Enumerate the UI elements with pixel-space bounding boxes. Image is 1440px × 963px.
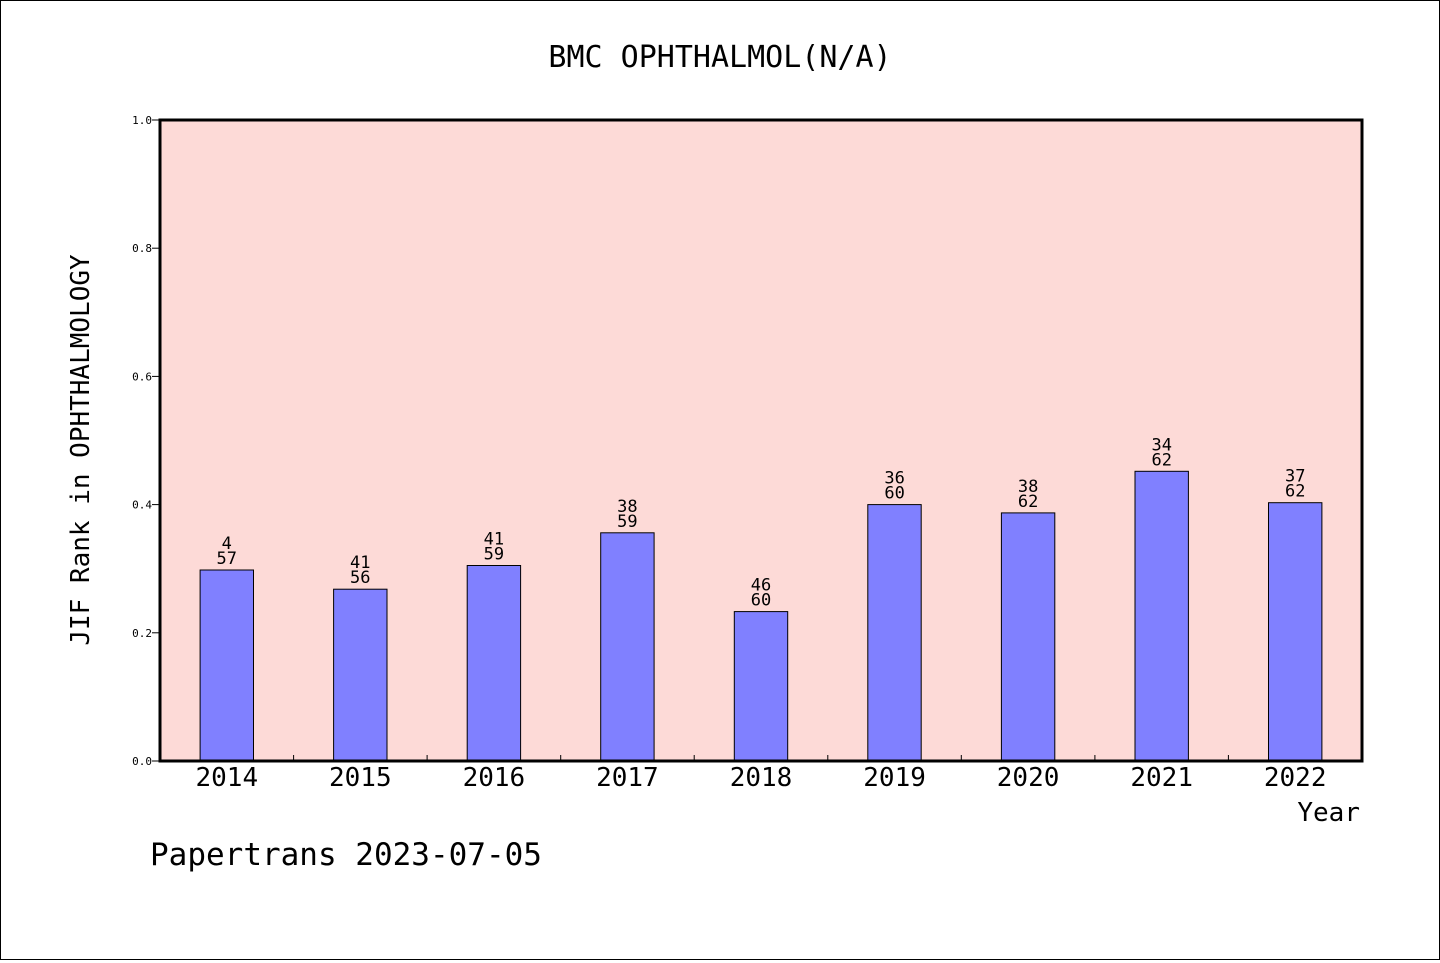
bar-label-total-2019: 60 <box>884 484 904 504</box>
ticks-layer: 2014 2015 2016 2017 2018 2019 2020 2021 2022 0.0 0… <box>132 114 1326 793</box>
bar-label-rank-2021: 34 <box>1151 435 1171 455</box>
plot-frame <box>158 118 1364 763</box>
bar-label-total-2016: 59 <box>484 545 504 565</box>
bar-label-rank-2018: 46 <box>751 576 771 596</box>
x-tick-label-2020: 2020 <box>997 763 1060 793</box>
bar-label-rank-2015: 41 <box>350 553 370 573</box>
y-tick-label-3: 0.6 <box>132 370 152 383</box>
y-tick-label-4: 0.8 <box>132 242 152 255</box>
chart-title: BMC OPHTHALMOL(N/A) <box>548 40 891 75</box>
x-tick-label-2018: 2018 <box>730 763 793 793</box>
x-tick-label-2014: 2014 <box>195 763 258 793</box>
bar-2016 <box>466 565 522 762</box>
y-tick-label-5: 1.0 <box>132 114 152 127</box>
y-tick-label-1: 0.2 <box>132 627 152 640</box>
bar-label-total-2017: 59 <box>617 512 637 532</box>
bar-label-rank-2017: 38 <box>617 497 637 517</box>
x-axis-label: Year <box>1297 798 1360 828</box>
bar-label-rank-2019: 36 <box>884 469 904 489</box>
bar-2022 <box>1268 502 1323 762</box>
bar-label-total-2022: 62 <box>1285 482 1305 502</box>
x-tick-label-2021: 2021 <box>1130 763 1193 793</box>
y-tick-label-2: 0.4 <box>132 499 152 512</box>
bar-label-total-2021: 62 <box>1151 450 1171 470</box>
bar-label-total-2014: 57 <box>217 549 237 569</box>
bar-label-rank-2022: 37 <box>1285 467 1305 487</box>
bar-label-rank-2014: 4 <box>222 534 232 554</box>
x-tick-label-2016: 2016 <box>463 763 526 793</box>
bar-label-rank-2016: 41 <box>484 530 504 550</box>
bar-2014 <box>199 569 255 762</box>
x-tick-label-2022: 2022 <box>1264 763 1327 793</box>
footer-text: Papertrans 2023-07-05 <box>150 837 542 873</box>
x-tick-label-2015: 2015 <box>329 763 392 793</box>
bar-2020 <box>1000 512 1056 762</box>
bar-2018 <box>733 611 789 762</box>
bar-2021 <box>1134 470 1189 762</box>
y-axis-label: JIF Rank in OPHTHALMOLOGY <box>66 254 96 646</box>
y-tick-label-0: 0.0 <box>132 755 152 768</box>
x-tick-label-2017: 2017 <box>596 763 659 793</box>
bar-label-total-2020: 62 <box>1018 492 1038 512</box>
bar-label-total-2018: 60 <box>751 591 771 611</box>
x-tick-label-2019: 2019 <box>863 763 926 793</box>
bar-2015 <box>333 588 388 762</box>
bar-label-total-2015: 56 <box>350 568 370 588</box>
bar-2019 <box>867 504 922 762</box>
bar-label-rank-2020: 38 <box>1018 477 1038 497</box>
bar-2017 <box>600 532 655 762</box>
